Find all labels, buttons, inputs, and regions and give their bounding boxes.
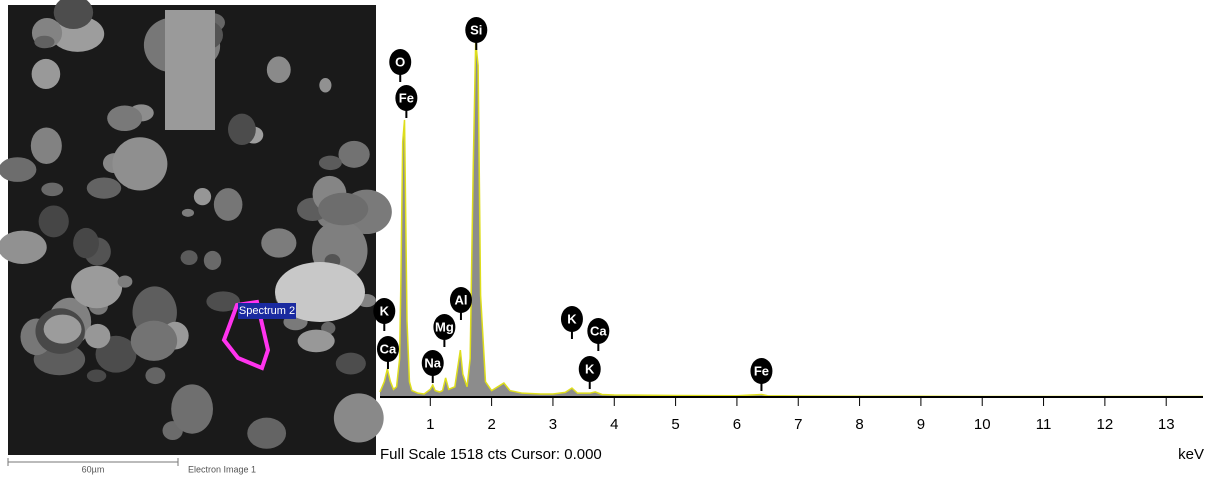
x-axis-label: keV [1178,446,1204,463]
peak-label: Fe [754,363,769,378]
peak-label: O [395,54,405,69]
x-tick-label: 4 [610,416,618,433]
region-label: Spectrum 2 [239,305,295,317]
region-outline [221,299,271,371]
particle [228,113,256,146]
particle [107,105,143,132]
peak-label: Al [454,292,467,307]
particle [165,10,215,130]
peak-label: Fe [399,90,414,105]
particle [213,188,243,221]
particle [180,250,198,266]
x-tick-label: 8 [855,416,863,433]
particle [112,137,168,191]
x-tick-label: 3 [549,416,557,433]
image-caption: Electron Image 1 [188,464,256,474]
particle [145,367,166,385]
particle [171,384,214,434]
particle [0,230,47,264]
peak-marker-bubble [587,318,610,344]
peak-marker-bubble [376,336,399,362]
particle [71,265,123,309]
particle [0,157,37,182]
particle [31,58,61,90]
particle [34,35,55,49]
peak-label: Na [424,355,441,370]
particle [41,182,64,197]
x-tick-label: 2 [487,416,495,433]
peak-marker-bubble [373,298,396,324]
particle [30,127,62,164]
particle [275,262,365,322]
peak-marker-bubble [389,49,412,75]
particle [318,155,342,171]
peak-label: Mg [435,319,454,334]
x-tick-label: 9 [917,416,925,433]
region-label-bg [238,303,296,319]
particle [84,323,111,349]
peak-marker-bubble [449,287,472,313]
particle [266,56,291,84]
particle [297,329,335,353]
particle [206,291,240,312]
electron-image: Spectrum 2 60µm Electron Image 1 [0,0,392,474]
particle [247,417,287,449]
particle [86,369,107,383]
x-tick-label: 12 [1097,416,1114,433]
status-text: Full Scale 1518 cts Cursor: 0.000 [380,446,602,463]
particle [117,275,133,288]
peak-marker-bubble [578,356,601,382]
spectrum-area [380,42,1203,397]
particle [261,228,297,258]
particle [33,343,86,376]
peak-marker-bubble [421,350,444,376]
particles [0,0,392,449]
x-tick-label: 10 [974,416,991,433]
peak-label: Si [470,22,482,37]
peak-label: Ca [590,323,607,338]
particle [318,192,369,226]
x-tick-label: 6 [733,416,741,433]
particle [43,314,82,344]
peak-marker-bubble [465,17,488,43]
particle [86,177,122,199]
x-tick-label: 11 [1036,416,1052,433]
spectrum-line [379,42,1203,398]
particle [73,227,99,259]
peak-label: Ca [380,341,397,356]
x-tick-label: 1 [426,416,434,433]
particle [53,0,94,30]
particle [181,208,195,217]
particle [130,320,178,361]
particle [193,188,212,206]
particle [319,77,332,93]
particle [333,393,384,443]
particle [203,250,222,270]
peak-marker-bubble [750,358,773,384]
x-tick-label: 7 [794,416,802,433]
peak-label: K [380,303,390,318]
particle [38,205,69,238]
x-tick-label: 13 [1158,416,1175,433]
particle [335,352,366,375]
particle [338,140,370,168]
peak-marker-bubble [560,306,583,332]
peak-marker-bubble [395,85,418,111]
peak-marker-bubble [433,314,456,340]
peak-label: K [567,311,577,326]
x-tick-label: 5 [671,416,679,433]
peak-label: K [585,361,595,376]
scale-bar-label: 60µm [82,464,105,474]
